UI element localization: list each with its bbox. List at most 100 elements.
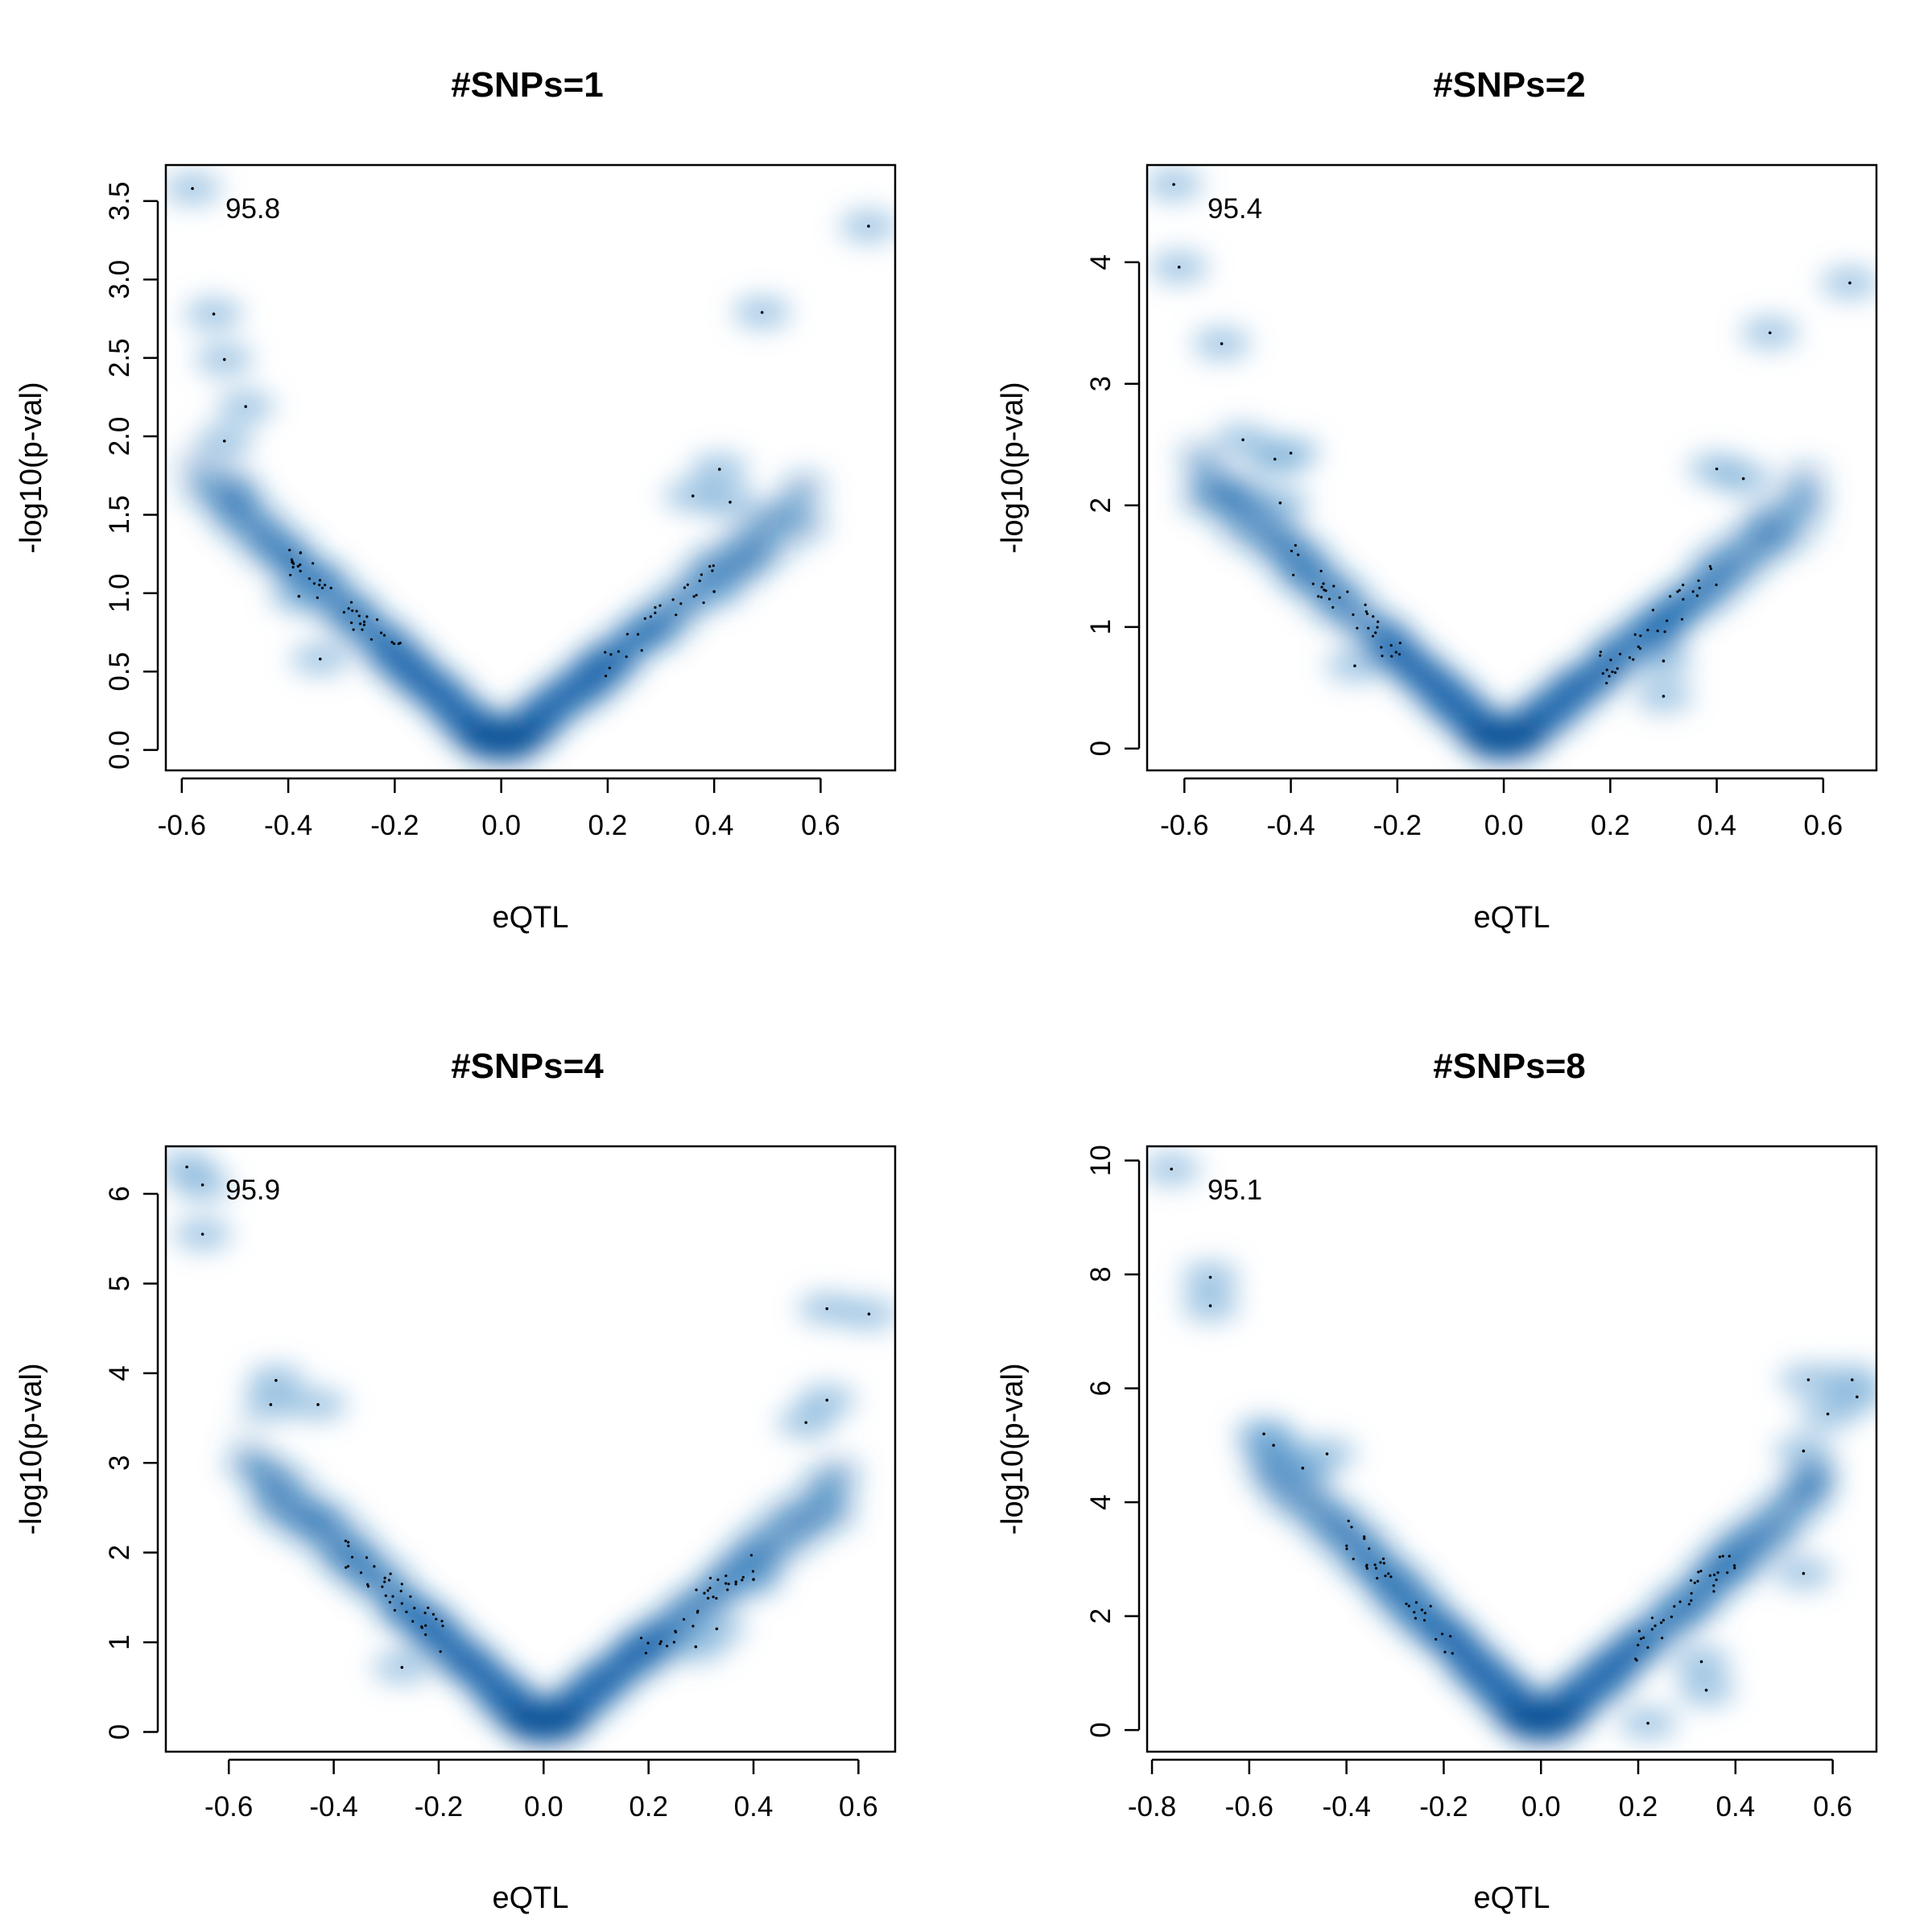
data-point [1662, 1619, 1665, 1622]
data-point [355, 609, 358, 613]
data-point [1367, 626, 1370, 630]
data-point [1241, 438, 1245, 442]
x-tick-label: 0.0 [1521, 1791, 1561, 1823]
data-point [640, 649, 643, 652]
data-point [608, 667, 611, 670]
y-tick-label: 1 [104, 1634, 135, 1649]
data-point [1678, 1600, 1682, 1604]
data-point [1338, 596, 1341, 600]
x-tick-label: -0.2 [1373, 810, 1422, 841]
data-point [288, 548, 291, 551]
data-point [825, 1307, 829, 1311]
x-tick-label: -0.6 [1160, 810, 1208, 841]
x-tick-label: 0.0 [481, 810, 521, 841]
y-axis-label: -log10(p-val) [14, 382, 48, 553]
x-tick-label: -0.4 [1322, 1791, 1370, 1823]
data-point [1697, 1571, 1700, 1574]
chart-title: #SNPs=2 [1433, 65, 1586, 105]
data-point [1443, 1650, 1447, 1653]
x-tick-label: 0.0 [524, 1791, 564, 1823]
data-point [1666, 619, 1669, 622]
data-point [1660, 1621, 1663, 1624]
x-tick-label: 0.2 [1591, 810, 1630, 841]
y-tick-label: 2 [1085, 1608, 1117, 1624]
data-point [413, 1607, 416, 1610]
data-point [1429, 1604, 1432, 1608]
data-point [671, 598, 675, 601]
data-point [1311, 582, 1315, 585]
data-point [658, 1642, 662, 1645]
data-point [695, 1588, 698, 1591]
data-point [1733, 1567, 1736, 1570]
data-point [352, 628, 355, 631]
data-point [825, 1398, 829, 1402]
x-tick-label: 0.6 [1804, 810, 1843, 841]
data-point [1733, 1564, 1736, 1567]
data-point [1364, 610, 1368, 613]
data-point [1413, 1611, 1416, 1614]
data-point [1628, 656, 1632, 659]
data-point [1177, 266, 1181, 269]
data-point [695, 593, 698, 597]
data-point [1616, 667, 1619, 671]
data-point [1699, 1660, 1703, 1664]
y-tick-label: 8 [1085, 1266, 1117, 1282]
y-tick-label: 1.5 [104, 495, 135, 535]
data-point [308, 577, 311, 580]
data-point [708, 1587, 712, 1590]
y-tick-label: 4 [1085, 254, 1117, 270]
data-point [1670, 1615, 1674, 1619]
data-point [1379, 1561, 1382, 1564]
y-tick-label: 0.0 [104, 730, 135, 770]
data-point [675, 613, 678, 617]
density-cloud [1147, 1153, 1876, 1744]
data-point [1637, 1644, 1640, 1647]
data-point [1726, 1571, 1729, 1575]
data-point [1697, 579, 1700, 582]
data-point [1715, 583, 1718, 587]
data-point [1634, 1657, 1637, 1661]
plot-frame [164, 163, 897, 772]
data-point [1662, 695, 1666, 698]
data-point [1687, 1603, 1690, 1606]
data-point [760, 311, 764, 314]
x-tick-label: -0.4 [264, 810, 312, 841]
data-point [1690, 1591, 1693, 1595]
data-point [1262, 1432, 1265, 1436]
data-point [1323, 588, 1326, 592]
data-point [700, 573, 704, 576]
data-point [365, 615, 369, 618]
y-axis-label: -log10(p-val) [996, 382, 1030, 553]
data-point [1377, 620, 1380, 624]
data-point [1728, 1554, 1731, 1558]
data-point [1662, 659, 1666, 663]
y-tick-label: 0 [1085, 741, 1117, 756]
data-point [316, 596, 319, 600]
data-point [1297, 553, 1300, 556]
data-point [312, 562, 315, 565]
data-point [342, 611, 345, 614]
data-point [1381, 654, 1384, 658]
data-point [1639, 634, 1642, 638]
data-point [1768, 331, 1772, 335]
data-point [1301, 1466, 1305, 1470]
data-point [867, 1312, 871, 1316]
data-point [299, 563, 302, 567]
data-point [391, 1595, 394, 1598]
data-point [424, 1624, 427, 1627]
data-point [1374, 631, 1377, 634]
data-point [185, 1165, 188, 1169]
data-point [1423, 1612, 1426, 1615]
data-point [440, 1620, 444, 1623]
data-point [1721, 1554, 1724, 1558]
data-point [1350, 1525, 1353, 1529]
data-point [711, 569, 714, 572]
x-tick-label: -0.4 [309, 1791, 357, 1823]
data-point [654, 606, 657, 609]
data-point [1708, 564, 1711, 568]
chart-title: #SNPs=1 [451, 65, 604, 105]
data-point [1435, 1637, 1438, 1641]
data-point [1368, 1547, 1371, 1550]
x-axis-label: eQTL [1473, 901, 1550, 935]
